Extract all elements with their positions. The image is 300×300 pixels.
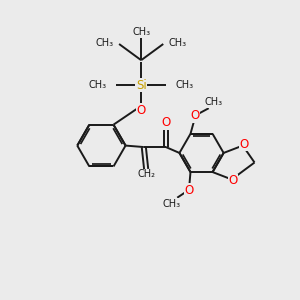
Text: CH₃: CH₃ bbox=[88, 80, 107, 90]
Text: Si: Si bbox=[136, 79, 146, 92]
Text: O: O bbox=[161, 116, 170, 129]
Text: O: O bbox=[229, 174, 238, 188]
Text: CH₃: CH₃ bbox=[169, 38, 187, 47]
Text: CH₃: CH₃ bbox=[96, 38, 114, 47]
Text: CH₃: CH₃ bbox=[205, 97, 223, 107]
Text: O: O bbox=[190, 109, 200, 122]
Text: O: O bbox=[240, 138, 249, 151]
Text: CH₂: CH₂ bbox=[137, 169, 155, 179]
Text: O: O bbox=[184, 184, 194, 197]
Text: O: O bbox=[136, 104, 146, 117]
Text: CH₃: CH₃ bbox=[176, 80, 194, 90]
Text: CH₃: CH₃ bbox=[132, 27, 150, 37]
Text: CH₃: CH₃ bbox=[162, 199, 180, 208]
